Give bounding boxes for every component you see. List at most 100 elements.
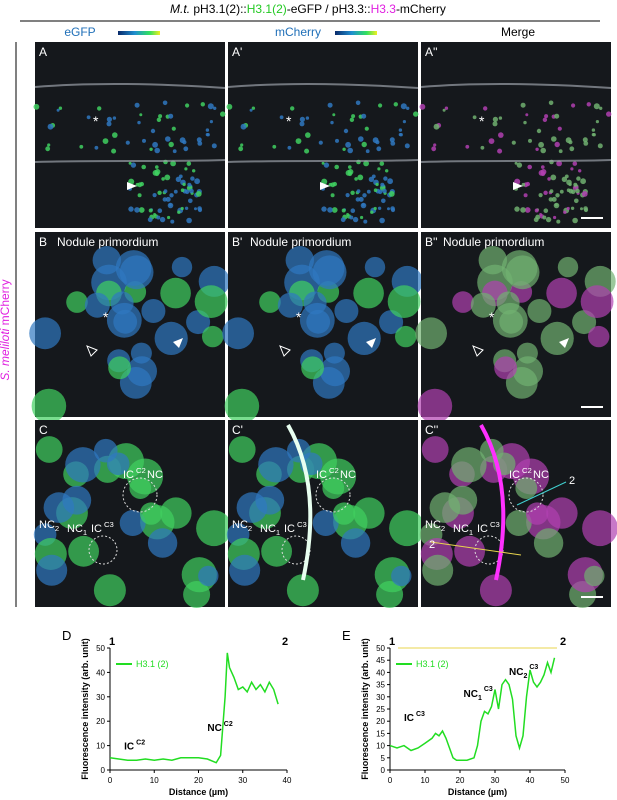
nucleus — [389, 510, 425, 547]
nucleus — [141, 164, 146, 170]
nucleus — [375, 182, 379, 187]
superscript: C3 — [490, 520, 500, 529]
profile-line — [516, 481, 567, 506]
nucleus — [483, 106, 488, 111]
nucleus — [595, 120, 600, 124]
nucleus — [378, 103, 383, 108]
nucleus — [327, 207, 333, 213]
nucleus — [581, 191, 588, 197]
nucleus — [452, 291, 474, 313]
nucleus — [444, 106, 449, 110]
figure-title: M.t. pH3.1(2)::H3.1(2)-eGFP / pH3.3::H3.… — [170, 2, 446, 16]
nucleus — [387, 285, 421, 318]
superscript: C2 — [136, 739, 145, 746]
nucleus — [370, 210, 374, 214]
nucleus — [404, 143, 410, 149]
nucleus — [366, 189, 371, 194]
nucleus — [139, 502, 163, 525]
nucleus — [566, 188, 571, 192]
nucleus — [355, 100, 361, 106]
nucleus — [163, 189, 168, 194]
nucleus — [542, 117, 548, 123]
micrograph — [35, 42, 225, 228]
nucleus — [361, 141, 367, 148]
nucleus — [238, 146, 244, 152]
nucleus — [534, 208, 539, 213]
nucleus — [442, 108, 446, 112]
nucleus — [478, 246, 507, 275]
nucleus — [348, 165, 352, 169]
nucleus — [178, 174, 183, 179]
nucleus — [160, 497, 192, 529]
nucleus — [147, 217, 153, 223]
panel-label: A'' — [425, 45, 438, 59]
nucleus — [312, 510, 339, 536]
label-text: NC — [425, 519, 441, 531]
nucleus — [379, 217, 385, 224]
asterisk: * — [103, 309, 109, 325]
title-part: -mCherry — [396, 2, 446, 16]
nucleus — [170, 160, 177, 167]
x-tick-label: 10 — [421, 776, 430, 785]
nucleus — [584, 565, 605, 587]
subscript: 2 — [55, 524, 59, 533]
nucleus — [406, 106, 410, 111]
nucleus — [422, 554, 454, 586]
nucleus — [335, 138, 339, 143]
nucleus — [557, 126, 562, 131]
nucleus — [47, 143, 51, 147]
nucleus — [172, 149, 177, 154]
nucleus — [365, 149, 370, 154]
x-tick-label: 50 — [561, 776, 570, 785]
nucleus — [371, 174, 376, 179]
superscript: C2 — [522, 466, 532, 475]
nucleus — [527, 164, 532, 170]
nucleus — [550, 174, 557, 181]
nucleus — [588, 325, 610, 348]
nucleus — [576, 176, 581, 181]
nucleus — [183, 146, 189, 152]
label-text: IC — [404, 713, 414, 724]
nucleus — [361, 113, 367, 119]
nucleus — [363, 219, 368, 224]
nucleus — [192, 169, 196, 173]
nucleus — [301, 356, 324, 380]
nucleus — [343, 128, 349, 134]
x-tick-label: 20 — [456, 776, 465, 785]
y-tick-label: 45 — [376, 656, 385, 665]
nucleus — [318, 140, 323, 145]
nucleus — [138, 207, 145, 213]
nucleus — [209, 120, 213, 124]
nucleus — [488, 138, 495, 145]
nucleus — [327, 102, 333, 108]
label: NC1 — [453, 523, 473, 537]
nucleus — [345, 193, 350, 198]
nucleus — [557, 256, 579, 278]
y-tick-label: 30 — [376, 693, 385, 702]
nucleus — [189, 188, 194, 194]
nucleus — [106, 121, 112, 127]
nucleus — [340, 528, 371, 558]
panel-caption: Nodule primordium — [250, 235, 351, 249]
nucleus — [363, 160, 369, 167]
title-part: H3.3 — [371, 2, 397, 16]
nucleus — [351, 114, 356, 119]
nucleus — [421, 436, 449, 463]
panel-label: B'' — [425, 235, 438, 249]
nucleus — [413, 111, 419, 117]
nucleus — [170, 219, 175, 224]
nucleus — [582, 137, 588, 143]
x-axis-label: Distance (µm) — [448, 787, 507, 797]
nucleus — [553, 215, 557, 220]
row-label-part: mCherry — [0, 279, 12, 328]
nucleus — [431, 146, 437, 152]
nucleus — [331, 207, 338, 213]
label-text: IC — [477, 523, 488, 535]
nucleus — [559, 189, 564, 194]
label-text: NC — [232, 519, 248, 531]
label-text: 2 — [569, 475, 575, 487]
nucleus — [570, 206, 575, 210]
nucleus — [154, 147, 160, 154]
infection-thread — [479, 424, 506, 581]
